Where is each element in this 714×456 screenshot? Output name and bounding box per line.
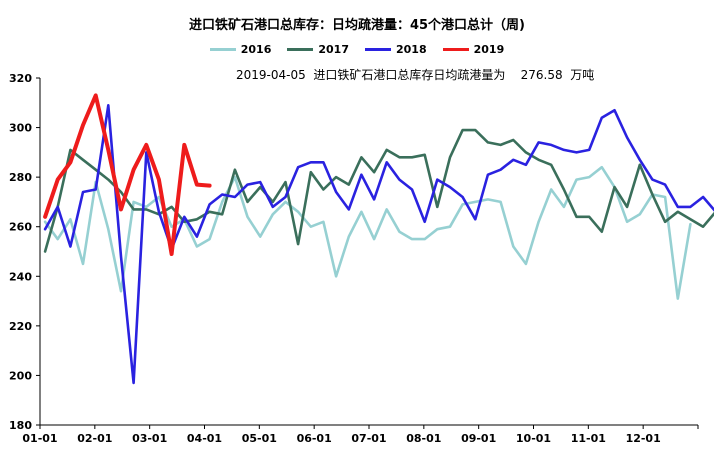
legend-swatch-2016 — [209, 48, 236, 51]
legend-label-2018: 2018 — [396, 43, 427, 56]
y-tick-label: 260 — [9, 221, 32, 234]
x-tick-label: 03-01 — [132, 432, 167, 445]
x-tick-label: 11-01 — [571, 432, 606, 445]
x-tick-label: 01-01 — [22, 432, 57, 445]
x-tick-label: 08-01 — [406, 432, 441, 445]
y-tick-label: 320 — [9, 72, 32, 85]
legend: 2016 2017 2018 2019 — [0, 43, 714, 56]
legend-swatch-2017 — [287, 48, 314, 51]
x-tick-label: 10-01 — [516, 432, 551, 445]
y-tick-label: 240 — [9, 270, 32, 283]
x-tick-label: 06-01 — [297, 432, 332, 445]
legend-swatch-2019 — [442, 48, 469, 51]
y-tick-label: 220 — [9, 320, 32, 333]
x-tick-label: 12-01 — [626, 432, 661, 445]
legend-item-2019: 2019 — [442, 43, 505, 56]
y-tick-label: 280 — [9, 171, 32, 184]
y-tick-label: 300 — [9, 122, 32, 135]
chart-series — [43, 93, 714, 385]
x-tick-label: 02-01 — [77, 432, 112, 445]
legend-label-2016: 2016 — [240, 43, 272, 56]
chart-annotation: 2019-04-05 进口铁矿石港口总库存日均疏港量为 276.58 万吨 — [236, 68, 595, 82]
y-tick-label: 200 — [9, 369, 32, 382]
series-line-2016 — [43, 165, 692, 300]
x-tick-label: 05-01 — [242, 432, 277, 445]
series-line-2019 — [43, 93, 212, 256]
legend-label-2017: 2017 — [318, 43, 349, 56]
x-tick-label: 04-01 — [187, 432, 222, 445]
y-tick-label: 180 — [9, 419, 32, 432]
legend-item-2018: 2018 — [365, 43, 427, 56]
chart-axes: 180 200 220 240 260 280 300 320 01-01 02-01 03-01 0… — [9, 72, 699, 445]
legend-swatch-2018 — [365, 48, 391, 51]
chart-title: 进口铁矿石港口总库存：日均疏港量：45个港口总计（周) — [188, 18, 526, 33]
x-tick-label: 07-01 — [351, 432, 386, 445]
legend-label-2019: 2019 — [473, 43, 505, 56]
series-line-2018 — [43, 104, 714, 385]
legend-item-2017: 2017 — [287, 43, 349, 56]
x-tick-label: 09-01 — [461, 432, 496, 445]
series-line-2017 — [43, 128, 714, 253]
legend-item-2016: 2016 — [209, 43, 272, 56]
